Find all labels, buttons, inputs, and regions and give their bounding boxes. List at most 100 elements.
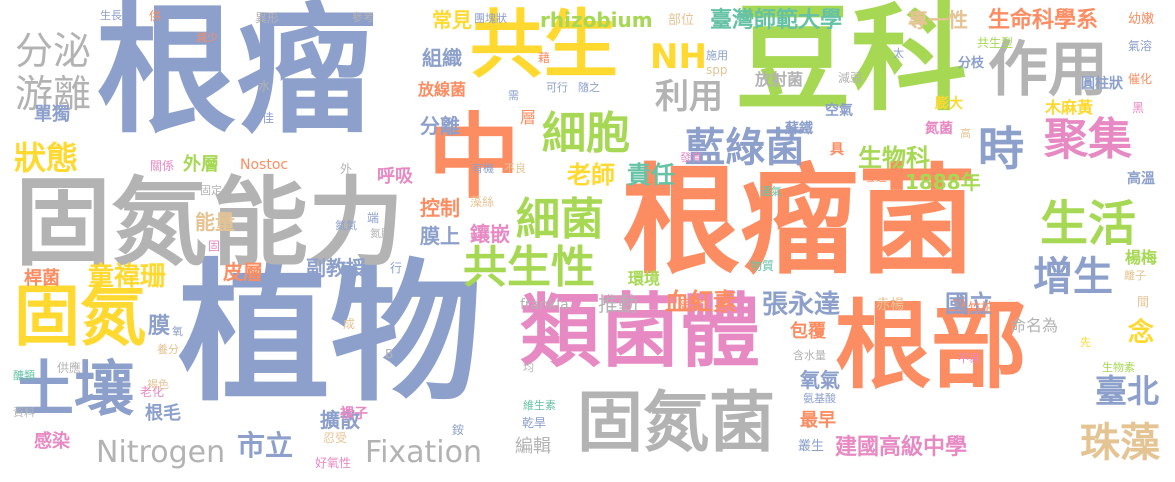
word: 高溫 (1127, 171, 1155, 187)
word: 利用 (655, 77, 723, 117)
word: 放線菌 (418, 80, 467, 99)
word: 生命科學系 (988, 8, 1099, 33)
word: 時 (978, 122, 1024, 176)
word: 建國高級中學 (835, 435, 968, 460)
word: 細胞 (542, 108, 630, 159)
word: 臺灣師範大學 (710, 8, 843, 33)
word: 維生素 (523, 399, 556, 412)
word: 1888年 (905, 170, 981, 194)
word: 部位 (668, 13, 695, 28)
word: 老化 (140, 385, 165, 399)
word: 藻絲 (470, 195, 495, 209)
word: 根毛 (145, 403, 181, 424)
word: 聚集 (1044, 114, 1132, 165)
word: 分離 (420, 114, 460, 138)
word: 血紅素 (665, 288, 737, 316)
word: 有機 (472, 162, 494, 175)
word: 資料 (13, 406, 35, 419)
word: 氮肥 (370, 227, 392, 240)
word: 行 (390, 261, 403, 275)
word: 參考 (352, 11, 374, 24)
word: 感染 (34, 431, 70, 452)
word: Nitrogen (96, 435, 226, 470)
word: 外層 (183, 154, 219, 175)
word: 不良 (504, 162, 526, 175)
word: 水 (258, 79, 271, 93)
word: 組織 (422, 46, 462, 70)
word: 固 (208, 239, 221, 253)
word: 赤楊 (876, 297, 904, 313)
word: 生物科 (858, 144, 930, 172)
word: 生長 (100, 9, 122, 22)
word: 施用 (706, 49, 728, 62)
word: 均 (523, 361, 534, 374)
word: 間 (1137, 295, 1150, 309)
word: 膨大 (935, 96, 963, 112)
word: 根瘤 (96, 0, 377, 153)
word: 推動 (598, 292, 638, 316)
word: 醣類 (13, 369, 35, 382)
word: 需 (508, 89, 519, 102)
word: 最早 (800, 410, 836, 431)
word: 藍綠菌 (685, 125, 805, 171)
word: 黑 (1132, 101, 1145, 115)
word: 臺北 (1095, 372, 1160, 410)
word: 根部 (835, 290, 1027, 402)
word: 離子 (1124, 269, 1146, 282)
word: 固氮菌 (577, 384, 775, 461)
word: 共生性 (463, 242, 595, 293)
word: 植物 (178, 245, 482, 422)
word: 通氣 (760, 185, 782, 198)
word: 能力 (212, 167, 404, 279)
word: 木麻黃 (1045, 98, 1094, 117)
word: 作用 (988, 35, 1108, 105)
word: 成 (343, 317, 356, 331)
word: 生物素 (1102, 361, 1135, 374)
word: 控制 (420, 196, 460, 220)
word: 層 (520, 108, 537, 127)
word: 褐色 (147, 378, 169, 391)
word: 氣溶 (1128, 39, 1153, 53)
word: 隨之 (578, 81, 600, 94)
word: 好氧性 (315, 456, 352, 470)
word: 銨 (452, 423, 465, 437)
word: 念 (1128, 318, 1155, 348)
word: 圓柱狀 (1081, 76, 1123, 92)
word: 類菌體 (520, 285, 760, 378)
word: 減少 (196, 31, 218, 44)
word: 鑲嵌 (470, 222, 510, 246)
word: rhizobium (540, 8, 653, 32)
word: 發育 (680, 151, 702, 164)
word: 幼嫩 (1128, 12, 1155, 27)
word: 異形 (255, 11, 280, 25)
word: Nostoc (240, 157, 289, 173)
word: 端 (367, 211, 380, 225)
word: 分泌 (15, 29, 92, 73)
word: 固定 (200, 184, 222, 197)
word: 佳 (262, 111, 275, 125)
word: 先 (1080, 336, 1091, 349)
word: 環境 (628, 269, 661, 288)
word: 可行 (546, 81, 568, 94)
word: 生活 (1040, 196, 1137, 252)
word: 珠藻 (1080, 420, 1160, 466)
word: 市立 (237, 429, 294, 462)
word: 包覆 (790, 321, 826, 342)
word: 太 (893, 47, 904, 60)
word: 老師 (567, 161, 615, 189)
word: 國立 (945, 290, 993, 318)
word: 共生型 (977, 36, 1014, 50)
word: 氧 (172, 325, 183, 338)
word: 游離 (15, 72, 92, 116)
word: 呼吸 (377, 166, 413, 187)
word: 忍受 (323, 431, 348, 445)
word: 含水量 (793, 349, 826, 362)
word: 叢生 (798, 439, 825, 454)
word: 編輯 (515, 436, 551, 457)
word: 膜上 (420, 224, 460, 248)
word: 童禕珊 (88, 262, 167, 292)
word: 固氮 (14, 278, 146, 355)
word: 藉 (538, 51, 551, 65)
word: NH (650, 37, 707, 77)
